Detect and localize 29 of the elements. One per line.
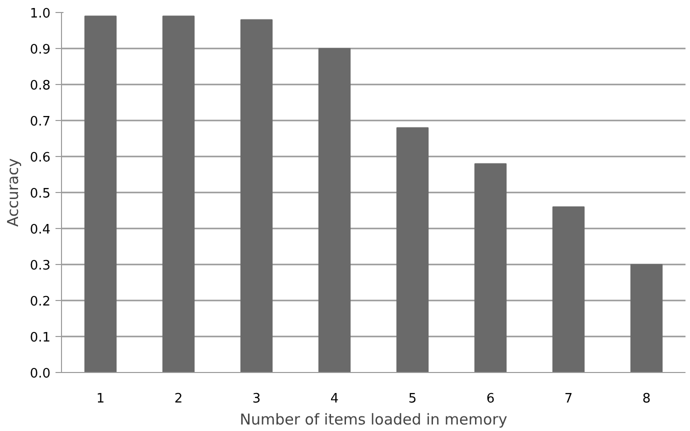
y-tick-label: 0.3 [30, 258, 51, 274]
x-tick-label: 6 [486, 392, 495, 406]
y-tick-label: 0.5 [30, 186, 51, 202]
bar [396, 127, 429, 372]
y-tick-label: 0.7 [30, 114, 51, 130]
x-tick-label: 2 [174, 392, 183, 406]
y-tick-label: 0.6 [30, 150, 51, 166]
bar [474, 163, 507, 372]
y-axis-title: Accuracy [4, 158, 22, 227]
x-tick-label: 3 [252, 392, 261, 406]
y-tick-label: 0.0 [30, 366, 51, 382]
y-tick-label: 0.9 [30, 42, 51, 58]
bar [552, 206, 585, 372]
y-tick-label: 0.8 [30, 78, 51, 94]
x-tick-label: 4 [330, 392, 339, 406]
x-tick-label: 1 [96, 392, 105, 406]
bar [240, 19, 273, 372]
bar [84, 16, 117, 372]
bar [630, 264, 663, 372]
y-tick-label: 0.2 [30, 294, 51, 310]
x-axis-title: Number of items loaded in memory [240, 410, 508, 428]
x-tick-label: 7 [564, 392, 573, 406]
x-tick-label: 8 [642, 392, 651, 406]
y-tick-label: 1.0 [30, 6, 51, 22]
y-tick-label: 0.1 [30, 330, 51, 346]
bar [162, 16, 195, 372]
bar [318, 48, 351, 372]
x-tick-label: 5 [408, 392, 417, 406]
y-tick-label: 0.4 [30, 222, 51, 238]
